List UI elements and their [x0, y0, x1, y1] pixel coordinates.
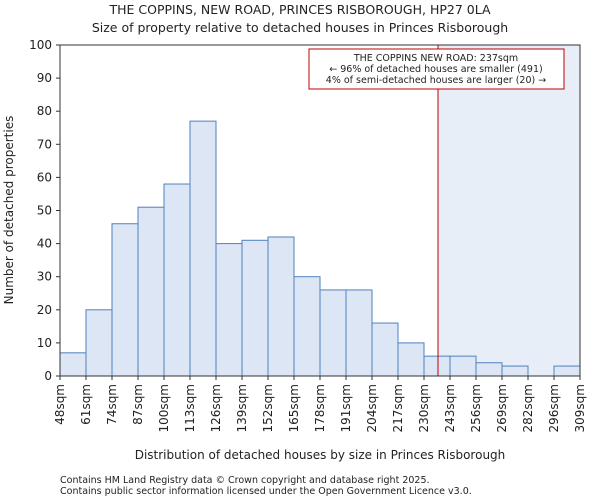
annotation-line-1: THE COPPINS NEW ROAD: 237sqm: [353, 53, 518, 64]
y-tick-label: 100: [29, 38, 52, 52]
x-tick-label: 243sqm: [443, 384, 457, 432]
x-tick-label: 191sqm: [339, 384, 353, 432]
y-tick-label: 0: [44, 369, 52, 383]
annotation-line-3: 4% of semi-detached houses are larger (2…: [326, 75, 546, 86]
annotation-frame: [308, 48, 565, 90]
bar: [267, 236, 295, 377]
bar: [423, 355, 451, 377]
x-tick-label: 165sqm: [287, 384, 301, 432]
x-tick-label: 87sqm: [131, 384, 145, 425]
bar: [137, 206, 165, 377]
x-tick-label: 126sqm: [209, 384, 223, 432]
y-tick-label: 30: [37, 270, 52, 284]
bar: [449, 355, 477, 377]
annotation-line-2: ← 96% of detached houses are smaller (49…: [329, 64, 542, 75]
x-tick-label: 309sqm: [573, 384, 587, 432]
plot-frame: [59, 44, 581, 377]
bar: [59, 352, 87, 377]
y-axis-label: Number of detached properties: [2, 116, 16, 305]
bar: [319, 289, 347, 377]
bar: [345, 289, 373, 377]
bar: [293, 276, 321, 377]
footer-line-1: Contains HM Land Registry data © Crown c…: [60, 475, 430, 486]
y-tick-label: 50: [37, 204, 52, 218]
bar: [501, 365, 529, 377]
x-tick-label: 230sqm: [417, 384, 431, 432]
x-tick-label: 217sqm: [391, 384, 405, 432]
x-tick-label: 282sqm: [521, 384, 535, 432]
y-tick-label: 20: [37, 303, 52, 317]
y-tick-label: 40: [37, 237, 52, 251]
bar: [397, 342, 425, 377]
x-tick-label: 152sqm: [261, 384, 275, 432]
chart-subtitle: Size of property relative to detached ho…: [92, 20, 508, 35]
x-tick-label: 61sqm: [79, 384, 93, 425]
x-tick-label: 74sqm: [105, 384, 119, 425]
y-tick-label: 90: [37, 71, 52, 85]
bar: [241, 239, 269, 377]
x-tick-label: 139sqm: [235, 384, 249, 432]
x-tick-label: 269sqm: [495, 384, 509, 432]
bar: [371, 322, 399, 377]
y-tick-label: 70: [37, 137, 52, 151]
x-tick-label: 178sqm: [313, 384, 327, 432]
y-tick-label: 10: [37, 336, 52, 350]
x-tick-label: 296sqm: [547, 384, 561, 432]
bar: [189, 120, 217, 377]
x-tick-label: 48sqm: [53, 384, 67, 425]
x-tick-label: 256sqm: [469, 384, 483, 432]
x-tick-label: 100sqm: [157, 384, 171, 432]
annotation-box: THE COPPINS NEW ROAD: 237sqm ← 96% of de…: [308, 48, 565, 90]
bar: [215, 243, 243, 377]
bar: [163, 183, 191, 377]
chart-title: THE COPPINS, NEW ROAD, PRINCES RISBOROUG…: [108, 2, 490, 17]
x-tick-label: 113sqm: [183, 384, 197, 432]
bar: [111, 223, 139, 377]
bar: [475, 362, 503, 377]
bar: [85, 309, 113, 377]
y-tick-label: 80: [37, 104, 52, 118]
y-tick-label: 60: [37, 170, 52, 184]
shaded-region: [438, 45, 580, 376]
bar: [553, 365, 581, 377]
x-axis-label: Distribution of detached houses by size …: [135, 448, 506, 462]
x-tick-label: 204sqm: [365, 384, 379, 432]
footer-line-2: Contains public sector information licen…: [60, 486, 472, 497]
